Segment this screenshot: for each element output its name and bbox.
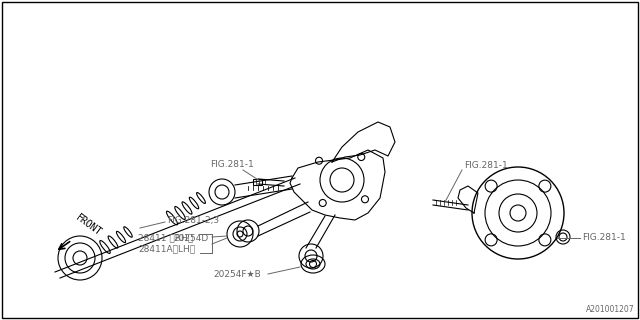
Text: 20254D: 20254D	[173, 234, 208, 243]
Text: FRONT: FRONT	[74, 213, 104, 238]
Text: FIG.281-1: FIG.281-1	[582, 233, 626, 242]
FancyBboxPatch shape	[253, 179, 262, 185]
Text: FIG.281-1: FIG.281-1	[464, 161, 508, 170]
Text: FIG.281-1: FIG.281-1	[210, 159, 253, 169]
Text: 28411A〈LH〉: 28411A〈LH〉	[138, 244, 195, 253]
Text: A201001207: A201001207	[586, 305, 635, 314]
Text: 28411 〈RH〉: 28411 〈RH〉	[138, 234, 193, 243]
Text: FIG.281-2,3: FIG.281-2,3	[167, 215, 219, 225]
Text: 20254F★B: 20254F★B	[213, 269, 260, 278]
